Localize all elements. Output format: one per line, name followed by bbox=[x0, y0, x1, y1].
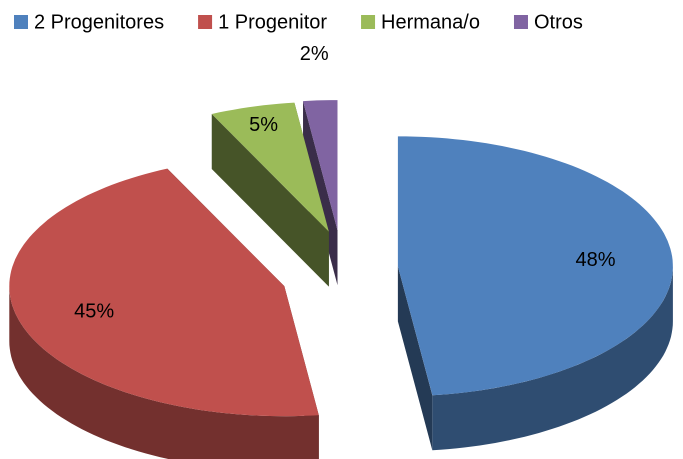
legend-label: Hermana/o bbox=[381, 11, 480, 33]
data-label: 5% bbox=[249, 114, 278, 136]
legend-label: 1 Progenitor bbox=[218, 11, 327, 33]
slice-side bbox=[432, 266, 673, 451]
slice-side bbox=[9, 286, 319, 459]
data-label: 45% bbox=[74, 301, 114, 323]
legend-swatch bbox=[14, 15, 28, 29]
slice bbox=[397, 136, 673, 451]
legend-swatch bbox=[361, 15, 376, 29]
slice-cut-face bbox=[303, 101, 338, 286]
slice-top bbox=[211, 102, 329, 232]
slice-cut-face bbox=[397, 266, 433, 451]
data-label: 48% bbox=[575, 249, 615, 271]
slice-top bbox=[397, 136, 673, 396]
legend-swatch bbox=[198, 15, 213, 29]
pie bbox=[9, 100, 673, 459]
slice bbox=[9, 168, 319, 459]
slice bbox=[303, 100, 338, 286]
legend: 2 Progenitores 1 Progenitor Hermana/o Otros bbox=[14, 11, 583, 33]
slice-cut-face bbox=[211, 113, 329, 287]
data-label: 2% bbox=[300, 43, 329, 65]
data-labels: 48% 45% 5% 2% bbox=[74, 43, 616, 322]
slice bbox=[211, 102, 329, 287]
legend-label: 2 Progenitores bbox=[34, 11, 164, 33]
legend-swatch bbox=[513, 15, 528, 29]
legend-label: Otros bbox=[534, 11, 583, 33]
slice-top bbox=[9, 168, 319, 417]
slice-top bbox=[303, 100, 338, 231]
